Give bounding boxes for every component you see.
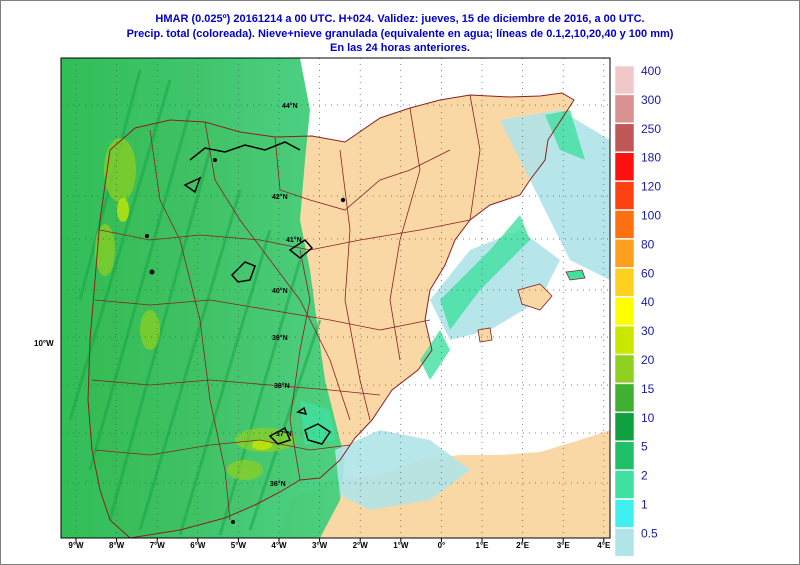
title-line-2: Precip. total (coloreada). Nieve+nieve g… — [126, 28, 674, 40]
legend-swatch — [614, 123, 635, 152]
legend-swatch — [614, 152, 635, 181]
lon-tick-label: 4°W — [271, 541, 287, 550]
title-line-1: HMAR (0.025º) 20161214 a 00 UTC. H+024. … — [155, 13, 645, 25]
legend-label: 60 — [641, 266, 655, 280]
legend-swatch — [614, 354, 635, 384]
legend-label: 30 — [641, 324, 655, 338]
title-line-3: En las 24 horas anteriores. — [329, 42, 470, 54]
legend-label: 80 — [641, 237, 655, 251]
legend-label: 120 — [641, 180, 661, 194]
legend-swatch — [614, 94, 635, 124]
province-borders — [91, 94, 481, 521]
lat-label: 38°N — [274, 382, 290, 390]
legend-swatch — [614, 325, 635, 355]
legend-swatch — [614, 65, 635, 95]
legend-swatch — [614, 412, 635, 441]
lon-tick-label: 2°E — [516, 541, 530, 550]
legend-swatch — [614, 528, 635, 557]
lat-label: 41°N — [286, 236, 302, 244]
lon-tick-label: 4°E — [597, 541, 611, 550]
lat-label: 36°N — [270, 480, 286, 488]
legend-label: 10 — [641, 411, 655, 425]
legend-label: 300 — [641, 93, 661, 107]
legend-label: 20 — [641, 353, 655, 367]
lon-tick-label: 6°W — [190, 541, 206, 550]
snow-spots — [145, 158, 346, 524]
legend-swatch — [614, 499, 635, 528]
legend-label: 100 — [641, 209, 661, 223]
precip-legend: 400 300 250 180 120 100 80 60 40 30 20 15 10 5 2 1 0.5 — [614, 64, 661, 557]
legend-swatch — [614, 470, 635, 499]
legend-label: 400 — [641, 64, 661, 78]
legend-swatch — [614, 210, 635, 239]
lon-tick-label: 1°W — [393, 541, 409, 550]
legend-swatch — [614, 239, 635, 268]
legend-label: 40 — [641, 295, 655, 309]
legend-swatch — [614, 441, 635, 470]
lat-label: 37°N — [276, 430, 292, 438]
lon-tick-label: 0° — [438, 541, 446, 550]
snow-contours — [183, 141, 332, 445]
map-border — [60, 57, 611, 539]
latitude-labels: 44°N 42°N 41°N 40°N 39°N 38°N 37°N 36°N — [270, 102, 302, 488]
longitude-axis: 9°W 8°W 7°W 6°W 5°W 4°W 3°W 2°W 1°W 0° 1°E 2°E 3°E 4°… — [68, 538, 611, 550]
ibiza — [477, 327, 493, 343]
mallorca — [517, 283, 553, 311]
lon-tick-label: 3°W — [312, 541, 328, 550]
legend-label: 0.5 — [641, 526, 658, 540]
legend-label: 250 — [641, 122, 661, 136]
menorca — [565, 269, 586, 281]
lat-label: 44°N — [282, 102, 298, 110]
lon-tick-label: 8°W — [109, 541, 125, 550]
coastline — [87, 92, 575, 538]
lon-tick-label: 7°W — [150, 541, 166, 550]
lat-label: 39°N — [272, 334, 288, 342]
legend-label: 180 — [641, 151, 661, 165]
atlantic-precip-band — [61, 58, 345, 538]
lon-tick-label: 3°E — [557, 541, 571, 550]
lon-tick-label: 5°W — [231, 541, 247, 550]
legend-swatch — [614, 268, 635, 297]
side-longitude-label: 10°W — [34, 339, 54, 348]
lon-tick-label: 9°W — [68, 541, 84, 550]
legend-swatch — [614, 296, 635, 326]
lat-label: 42°N — [272, 193, 288, 201]
lat-label: 40°N — [272, 287, 288, 295]
lon-tick-label: 2°W — [353, 541, 369, 550]
lon-tick-label: 1°E — [476, 541, 490, 550]
map-area — [61, 58, 610, 538]
legend-swatch — [614, 181, 635, 210]
heavier-precip-patches — [95, 138, 295, 480]
legend-label: 1 — [641, 498, 648, 512]
legend-swatch — [614, 383, 635, 413]
legend-label: 2 — [641, 469, 648, 483]
legend-label: 5 — [641, 440, 648, 454]
graticule — [61, 58, 610, 538]
legend-label: 15 — [641, 382, 655, 396]
